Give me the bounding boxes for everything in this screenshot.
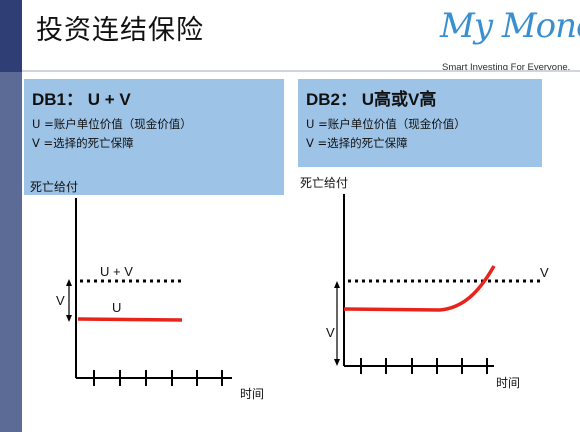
- logo-tagline: Smart Investing For Everyone.: [442, 62, 571, 73]
- slide-title: 投资连结保险: [36, 15, 204, 46]
- db1-diagram: 死亡给付 时间 U + V U V: [30, 180, 264, 401]
- db1-v-definition: V =选择的死亡保障: [32, 136, 134, 150]
- db2-diagram: 死亡给付 时间 V V: [300, 176, 549, 390]
- db2-v-gap-label: V: [326, 325, 335, 340]
- db1-x-ticks: [93, 370, 223, 386]
- db1-u-label: U: [112, 300, 121, 315]
- db2-x-axis-label: 时间: [496, 376, 520, 390]
- db2-v-definition: V =选择的死亡保障: [306, 136, 408, 150]
- db2-definition-box: DB2： U高或V高 U =账户单位价值（现金价值） V =选择的死亡保障: [298, 79, 542, 167]
- db2-v-line-label: V: [540, 265, 549, 280]
- logo-wordmark: My Money: [440, 6, 580, 46]
- db1-x-axis-label: 时间: [240, 387, 264, 401]
- db1-v-arrowhead-up: [66, 279, 72, 286]
- db2-y-axis-label: 死亡给付: [300, 176, 348, 190]
- db1-heading: DB1： U + V: [32, 90, 131, 109]
- my-money-logo: My Money Smart Investing For Everyone.: [420, 6, 580, 78]
- db2-v-arrowhead-down: [334, 359, 340, 366]
- db1-u-line: [77, 317, 183, 322]
- title-divider: [22, 70, 580, 72]
- left-sidebar-bar: [0, 0, 22, 432]
- left-sidebar-accent: [0, 0, 22, 72]
- db1-definition-box: DB1： U + V U =账户单位价值（现金价值） V =选择的死亡保障: [24, 79, 284, 195]
- db2-v-arrowhead-up: [334, 281, 340, 288]
- db1-v-arrowhead-down: [66, 315, 72, 322]
- db2-heading: DB2： U高或V高: [306, 90, 437, 109]
- db2-u-curve: [343, 265, 496, 312]
- db1-u-plus-v-label: U + V: [100, 264, 133, 279]
- db2-u-definition: U =账户单位价值（现金价值）: [306, 117, 466, 131]
- db1-v-label: V: [56, 293, 65, 308]
- db1-u-definition: U =账户单位价值（现金价值）: [32, 117, 192, 131]
- db2-x-ticks: [360, 358, 488, 374]
- db1-y-axis-label: 死亡给付: [30, 180, 78, 194]
